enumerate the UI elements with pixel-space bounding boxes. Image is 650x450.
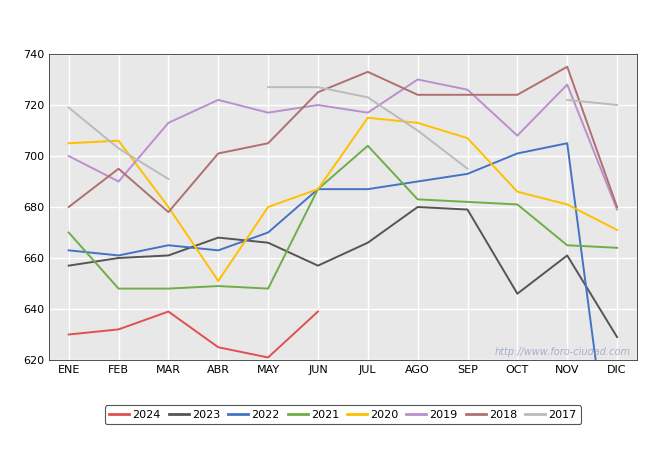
Text: Afiliados en Torre de Miguel Sesmero a 31/5/2024: Afiliados en Torre de Miguel Sesmero a 3…	[119, 14, 531, 32]
Legend: 2024, 2023, 2022, 2021, 2020, 2019, 2018, 2017: 2024, 2023, 2022, 2021, 2020, 2019, 2018…	[105, 405, 581, 424]
Text: http://www.foro-ciudad.com: http://www.foro-ciudad.com	[495, 347, 631, 357]
